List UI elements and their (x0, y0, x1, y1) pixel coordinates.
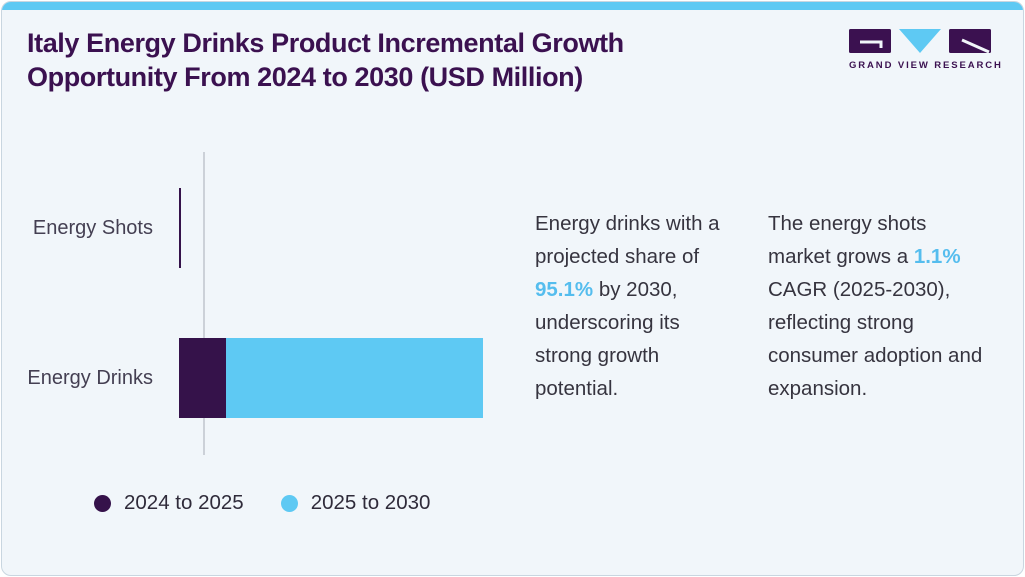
gvr-logo: GRAND VIEW RESEARCH (849, 29, 1003, 71)
chart-rows: Energy Shots Energy Drinks (2, 188, 483, 418)
category-label-energy-drinks: Energy Drinks (27, 366, 153, 389)
insight-text: CAGR (2025-2030), reflecting strong cons… (768, 278, 983, 400)
chart-title: Italy Energy Drinks Product Incremental … (27, 28, 624, 92)
insight-energy-shots: The energy shots market grows a 1.1% CAG… (768, 207, 984, 405)
bar-segment-2024-2025 (179, 338, 227, 418)
chart-legend: 2024 to 2025 2025 to 2030 (94, 491, 430, 515)
insight-text: The energy shots market grows a (768, 212, 927, 268)
insight-text: by 2030, underscoring its strong growth … (535, 278, 680, 400)
bar-track-energy-shots (179, 188, 483, 268)
legend-label: 2024 to 2025 (124, 491, 244, 514)
legend-dot-2024-2025 (94, 494, 111, 512)
legend-item-2025-2030: 2025 to 2030 (280, 491, 431, 515)
insight-highlight-stat: 95.1% (535, 278, 594, 301)
gvr-logo-text: GRAND VIEW RESEARCH (849, 60, 1003, 71)
bar-chart: Energy Shots Energy Drinks (2, 150, 502, 460)
gvr-logo-icon (849, 29, 991, 54)
category-label-energy-shots: Energy Shots (32, 216, 153, 239)
insight-energy-drinks: Energy drinks with a projected share of … (535, 207, 741, 405)
chart-row-energy-shots: Energy Shots (2, 188, 483, 268)
legend-label: 2025 to 2030 (310, 491, 431, 514)
legend-dot-2025-2030 (280, 494, 298, 512)
chart-axis-line (203, 152, 205, 455)
card-top-accent-bar (2, 2, 1023, 10)
bar-segment-2025-2030 (226, 338, 483, 418)
insight-highlight-stat: 1.1% (913, 245, 961, 268)
chart-row-energy-drinks: Energy Drinks (2, 338, 483, 418)
bar-track-energy-drinks (179, 338, 483, 418)
insight-text: Energy drinks with a projected share of (535, 212, 720, 268)
legend-item-2024-2025: 2024 to 2025 (94, 491, 244, 515)
bar-segment-2024-2025 (179, 188, 182, 268)
